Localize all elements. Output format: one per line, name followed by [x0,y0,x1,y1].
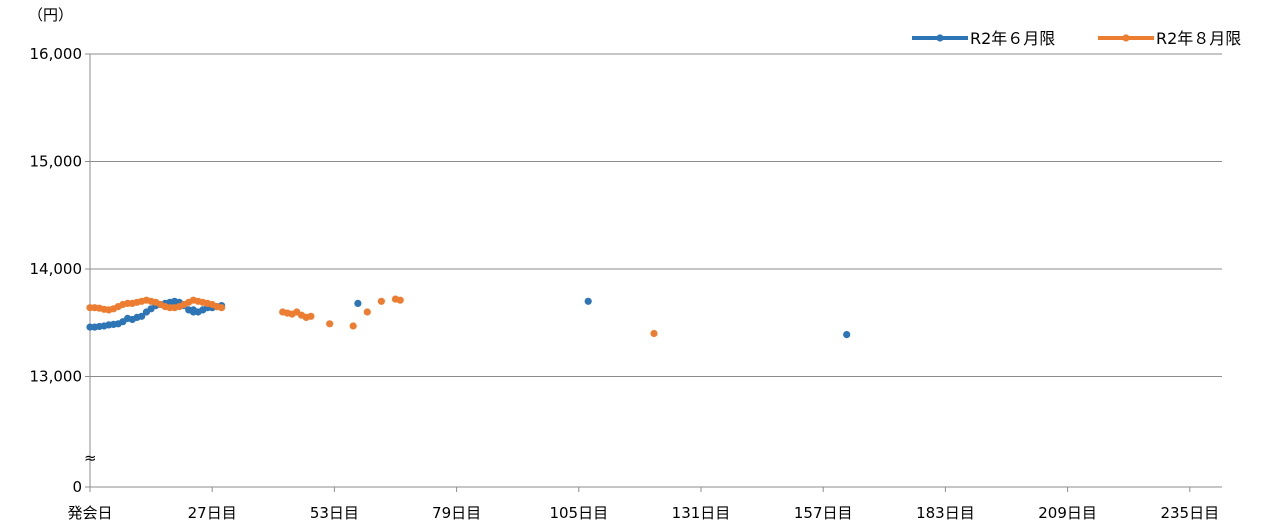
x-tick-label: 235日目 [1160,504,1219,522]
data-series [86,295,851,339]
data-point [326,320,334,328]
x-tick-label: 157日目 [794,504,853,522]
x-axis-ticks: 発会日 27日目 53日目 79日目 105日目 131日目 157日目 183日目 209日目… [67,487,1219,522]
x-tick-label: 53日目 [310,504,359,522]
data-point [218,304,226,312]
data-point [584,297,592,305]
data-point [354,299,362,307]
x-tick-label: 183日目 [916,504,975,522]
legend-label: R2年８月限 [1156,29,1241,48]
data-point [189,306,197,314]
data-point [650,329,658,338]
y-tick-label: 16,000 [30,45,83,63]
x-tick-label: 79日目 [432,504,481,522]
data-point [396,296,404,304]
axes [89,54,1222,488]
y-axis-unit-label: （円） [28,6,73,24]
x-tick-label: 発会日 [67,504,112,522]
x-tick-label: 105日目 [549,504,608,522]
legend: R2年６月限 R2年８月限 [912,29,1241,48]
x-tick-label: 27日目 [188,504,237,522]
y-axis-ticks: 16,000 15,000 14,000 13,000 0 [30,45,90,496]
gridlines [90,53,1222,377]
x-tick-label: 209日目 [1038,504,1097,522]
y-tick-label: 0 [72,478,82,496]
x-tick-label: 131日目 [672,504,731,522]
data-point [307,312,315,320]
legend-marker [1122,34,1130,42]
data-point [138,312,146,320]
series-2 [86,295,658,338]
y-tick-label: 13,000 [30,368,83,386]
y-tick-label: 15,000 [30,153,83,171]
legend-label: R2年６月限 [970,29,1055,48]
y-tick-label: 14,000 [30,260,83,278]
data-point [843,331,851,339]
axis-break-mark: ≈ [84,449,97,467]
data-point [349,322,357,330]
data-point [363,308,371,316]
data-point [377,297,385,305]
legend-marker [936,34,944,42]
